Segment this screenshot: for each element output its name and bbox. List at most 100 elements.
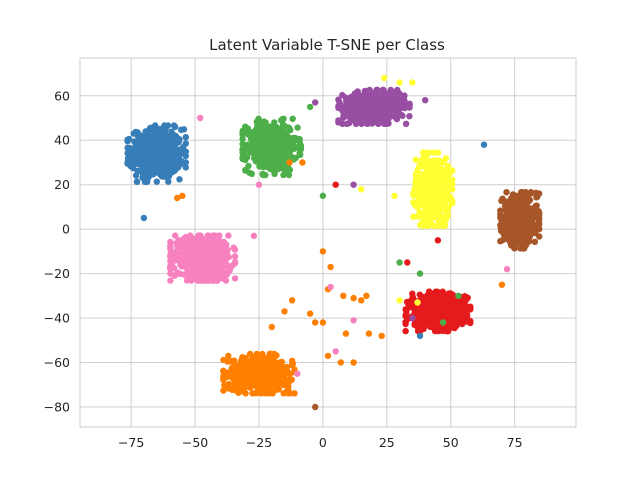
y-tick-label: −80 xyxy=(44,399,70,414)
data-point xyxy=(223,263,229,269)
outlier-point xyxy=(338,359,344,365)
data-point xyxy=(340,115,346,121)
data-point xyxy=(150,156,156,162)
outlier-point xyxy=(312,404,318,410)
data-point xyxy=(156,168,162,174)
data-point xyxy=(402,328,408,334)
data-point xyxy=(162,156,168,162)
y-tick-label: 0 xyxy=(62,222,70,237)
data-point xyxy=(287,390,293,396)
outlier-point xyxy=(358,186,364,192)
data-point xyxy=(154,138,160,144)
outlier-point xyxy=(286,159,292,165)
data-point xyxy=(267,166,273,172)
outlier-point xyxy=(396,79,402,85)
data-point xyxy=(200,268,206,274)
data-point xyxy=(244,375,250,381)
data-point xyxy=(385,120,391,126)
data-point xyxy=(427,307,433,313)
data-point xyxy=(425,294,431,300)
data-point xyxy=(527,224,533,230)
data-point xyxy=(462,293,468,299)
data-point xyxy=(437,207,443,213)
data-point xyxy=(280,121,286,127)
data-point xyxy=(218,254,224,260)
data-point xyxy=(159,173,165,179)
data-point xyxy=(239,388,245,394)
data-point xyxy=(368,115,374,121)
data-point xyxy=(137,141,143,147)
data-point xyxy=(236,380,242,386)
data-point xyxy=(426,289,432,295)
data-point xyxy=(402,319,408,325)
data-point xyxy=(232,259,238,265)
data-point xyxy=(412,202,418,208)
outlier-point xyxy=(340,293,346,299)
outlier-point xyxy=(327,284,333,290)
data-point xyxy=(152,126,158,132)
data-point xyxy=(521,214,527,220)
data-point xyxy=(415,194,421,200)
data-point xyxy=(281,382,287,388)
outlier-point xyxy=(256,182,262,188)
data-point xyxy=(409,291,415,297)
data-point xyxy=(248,148,254,154)
data-point xyxy=(439,216,445,222)
data-point xyxy=(527,233,533,239)
data-point xyxy=(429,322,435,328)
outlier-point xyxy=(333,348,339,354)
outlier-point xyxy=(333,182,339,188)
data-point xyxy=(249,171,255,177)
data-point xyxy=(438,297,444,303)
y-tick-label: −40 xyxy=(44,311,70,326)
data-point xyxy=(346,120,352,126)
points-layer xyxy=(124,75,542,410)
data-point xyxy=(440,289,446,295)
data-point xyxy=(342,103,348,109)
data-point xyxy=(268,128,274,134)
outlier-point xyxy=(435,237,441,243)
data-point xyxy=(207,264,213,270)
data-point xyxy=(410,214,416,220)
data-point xyxy=(181,126,187,132)
data-point xyxy=(275,127,281,133)
outlier-point xyxy=(358,297,364,303)
data-point xyxy=(497,207,503,213)
data-point xyxy=(264,373,270,379)
data-point xyxy=(370,94,376,100)
data-point xyxy=(530,206,536,212)
data-point xyxy=(220,368,226,374)
cluster-5 xyxy=(167,232,238,283)
data-point xyxy=(518,189,524,195)
outlier-point xyxy=(312,99,318,105)
x-tick-label: −25 xyxy=(246,435,272,450)
data-point xyxy=(252,140,258,146)
data-point xyxy=(386,92,392,98)
data-point xyxy=(273,380,279,386)
cluster-6 xyxy=(402,289,473,335)
outlier-point xyxy=(409,315,415,321)
data-point xyxy=(374,87,380,93)
data-point xyxy=(134,179,140,185)
data-point xyxy=(503,213,509,219)
data-point xyxy=(446,290,452,296)
data-point xyxy=(383,103,389,109)
data-point xyxy=(436,307,442,313)
data-point xyxy=(219,275,225,281)
outlier-point xyxy=(269,324,275,330)
data-point xyxy=(256,385,262,391)
x-tick-label: 0 xyxy=(319,435,327,450)
data-point xyxy=(277,363,283,369)
data-point xyxy=(167,251,173,257)
data-point xyxy=(432,302,438,308)
data-point xyxy=(259,351,265,357)
data-point xyxy=(173,240,179,246)
outlier-point xyxy=(455,293,461,299)
x-tick-label: 25 xyxy=(379,435,395,450)
data-point xyxy=(226,385,232,391)
data-point xyxy=(420,201,426,207)
data-point xyxy=(513,209,519,215)
outlier-point xyxy=(504,266,510,272)
data-point xyxy=(199,262,205,268)
data-point xyxy=(392,107,398,113)
